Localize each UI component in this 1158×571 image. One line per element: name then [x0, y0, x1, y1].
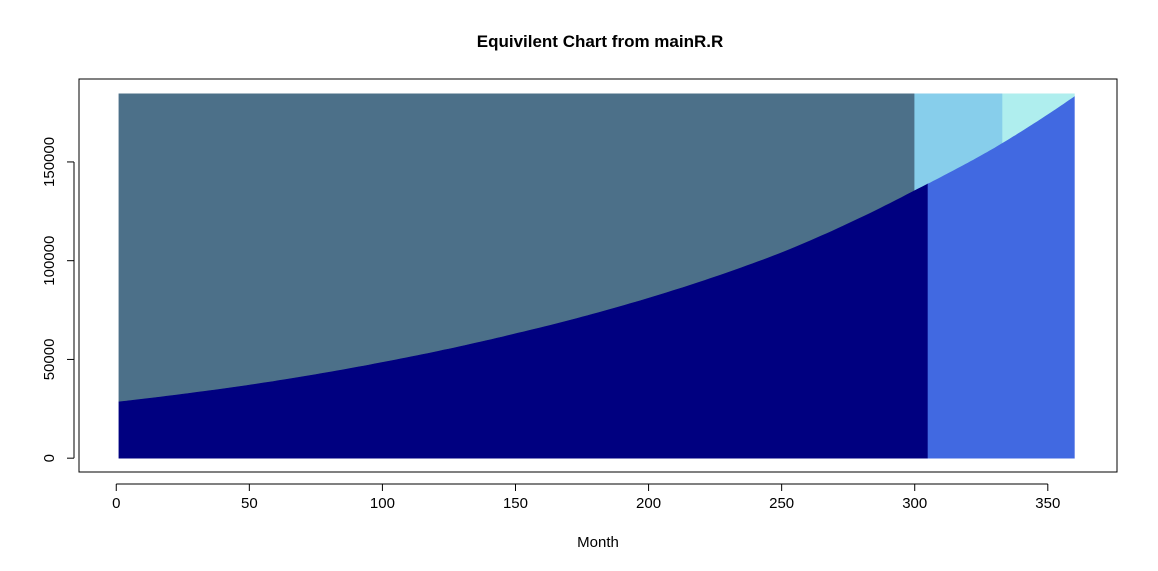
- lower-left-region: [118, 183, 929, 459]
- x-tick-label: 300: [902, 495, 927, 512]
- y-tick-label: 50000: [41, 339, 58, 381]
- y-axis: 0 50000 100000 150000: [41, 137, 75, 462]
- x-axis-title: Month: [577, 534, 619, 551]
- chart-title: Equivilent Chart from mainR.R: [477, 32, 724, 51]
- chart-regions: [118, 93, 1075, 459]
- x-tick-label: 0: [112, 495, 120, 512]
- lower-right-region: [927, 96, 1075, 459]
- x-tick-label: 150: [503, 495, 528, 512]
- x-tick-label: 100: [370, 495, 395, 512]
- x-tick-label: 350: [1035, 495, 1060, 512]
- x-tick-label: 200: [636, 495, 661, 512]
- y-tick-label: 0: [41, 454, 58, 462]
- x-tick-label: 250: [769, 495, 794, 512]
- x-axis: 0 50 100 150 200 250 300 350: [112, 483, 1060, 512]
- y-tick-label: 150000: [41, 137, 58, 187]
- y-tick-label: 100000: [41, 236, 58, 286]
- plot-frame: [78, 78, 1118, 473]
- x-tick-label: 50: [241, 495, 258, 512]
